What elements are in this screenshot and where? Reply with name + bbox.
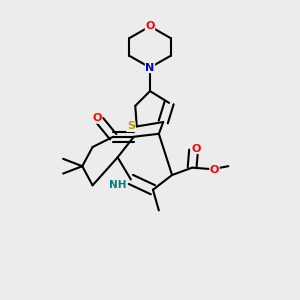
Text: O: O: [210, 165, 219, 175]
Text: O: O: [191, 143, 201, 154]
Text: NH: NH: [109, 180, 126, 190]
Text: O: O: [145, 21, 155, 31]
Text: N: N: [146, 63, 154, 73]
Text: S: S: [127, 122, 135, 131]
Text: O: O: [92, 113, 102, 123]
